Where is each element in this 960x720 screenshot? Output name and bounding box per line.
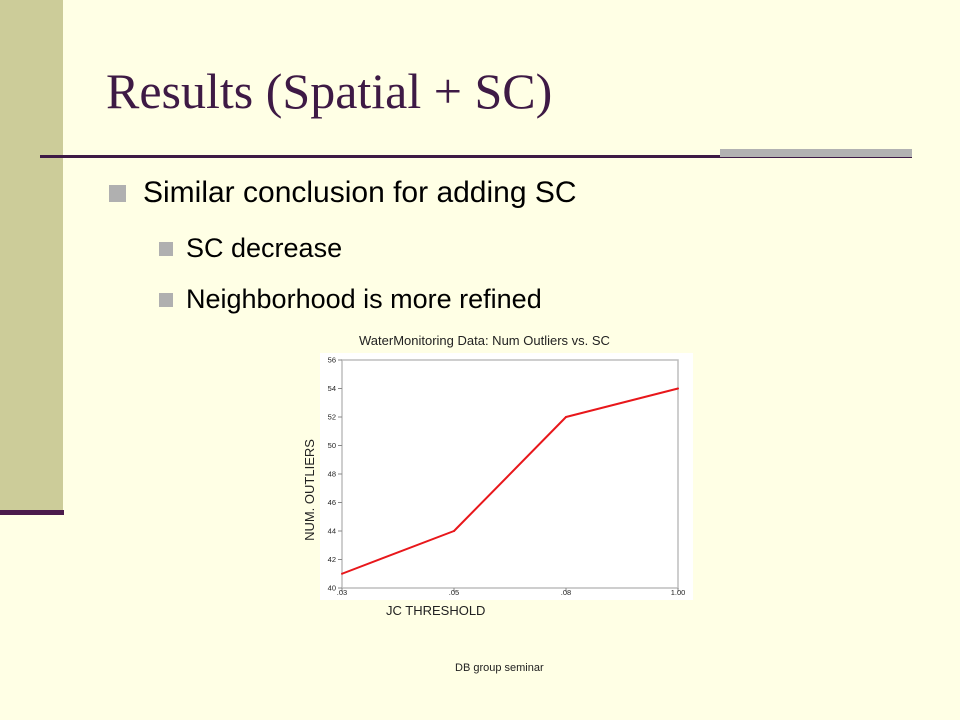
- x-tick-label: .05: [449, 588, 459, 597]
- data-point: [453, 530, 455, 532]
- y-tick-label: 46: [328, 498, 336, 507]
- x-tick-label: .03: [337, 588, 347, 597]
- x-tick-label: .08: [561, 588, 571, 597]
- bullet-item-2: SC decrease: [159, 233, 342, 264]
- footer-text: DB group seminar: [455, 662, 544, 674]
- data-point: [677, 387, 679, 390]
- x-tick-label: 1.00: [671, 588, 686, 597]
- bullet-item-3: Neighborhood is more refined: [159, 284, 542, 315]
- x-axis: .03 .05 .08 1.00: [337, 588, 686, 597]
- sidebar-rule: [0, 510, 64, 515]
- y-tick-label: 42: [328, 555, 336, 564]
- y-tick-label: 40: [328, 584, 336, 593]
- bullet-item-1: Similar conclusion for adding SC: [109, 176, 577, 210]
- y-tick-label: 52: [328, 413, 336, 422]
- line-chart: 40 42 44 46 48 50 52 54 56 .03 .05 .08 1.00 NUM. OU…: [302, 353, 693, 600]
- y-tick-label: 56: [328, 356, 336, 365]
- title-underline: [40, 155, 912, 158]
- y-tick-label: 50: [328, 441, 336, 450]
- data-point: [341, 572, 343, 575]
- bullet-text: Similar conclusion for adding SC: [143, 176, 577, 209]
- bullet-square-icon: [159, 241, 173, 256]
- x-axis-label: JC THRESHOLD: [386, 603, 486, 618]
- series-group: [341, 387, 679, 575]
- y-tick-label: 54: [328, 384, 336, 393]
- sidebar-decoration: [0, 0, 63, 512]
- bullet-text: SC decrease: [186, 233, 343, 263]
- slide-title: Results (Spatial + SC): [106, 63, 553, 119]
- bullet-text: Neighborhood is more refined: [186, 284, 542, 314]
- title-accent-bar: [720, 149, 912, 157]
- y-axis-label: NUM. OUTLIERS: [302, 439, 317, 541]
- bullet-square-icon: [159, 292, 173, 307]
- series-line: [341, 387, 679, 575]
- chart-title: WaterMonitoring Data: Num Outliers vs. S…: [359, 333, 610, 348]
- bullet-square-icon: [109, 184, 126, 202]
- y-tick-label: 48: [328, 470, 336, 479]
- data-point: [565, 416, 567, 418]
- y-tick-label: 44: [328, 527, 336, 536]
- y-axis: 40 42 44 46 48 50 52 54 56: [328, 356, 342, 593]
